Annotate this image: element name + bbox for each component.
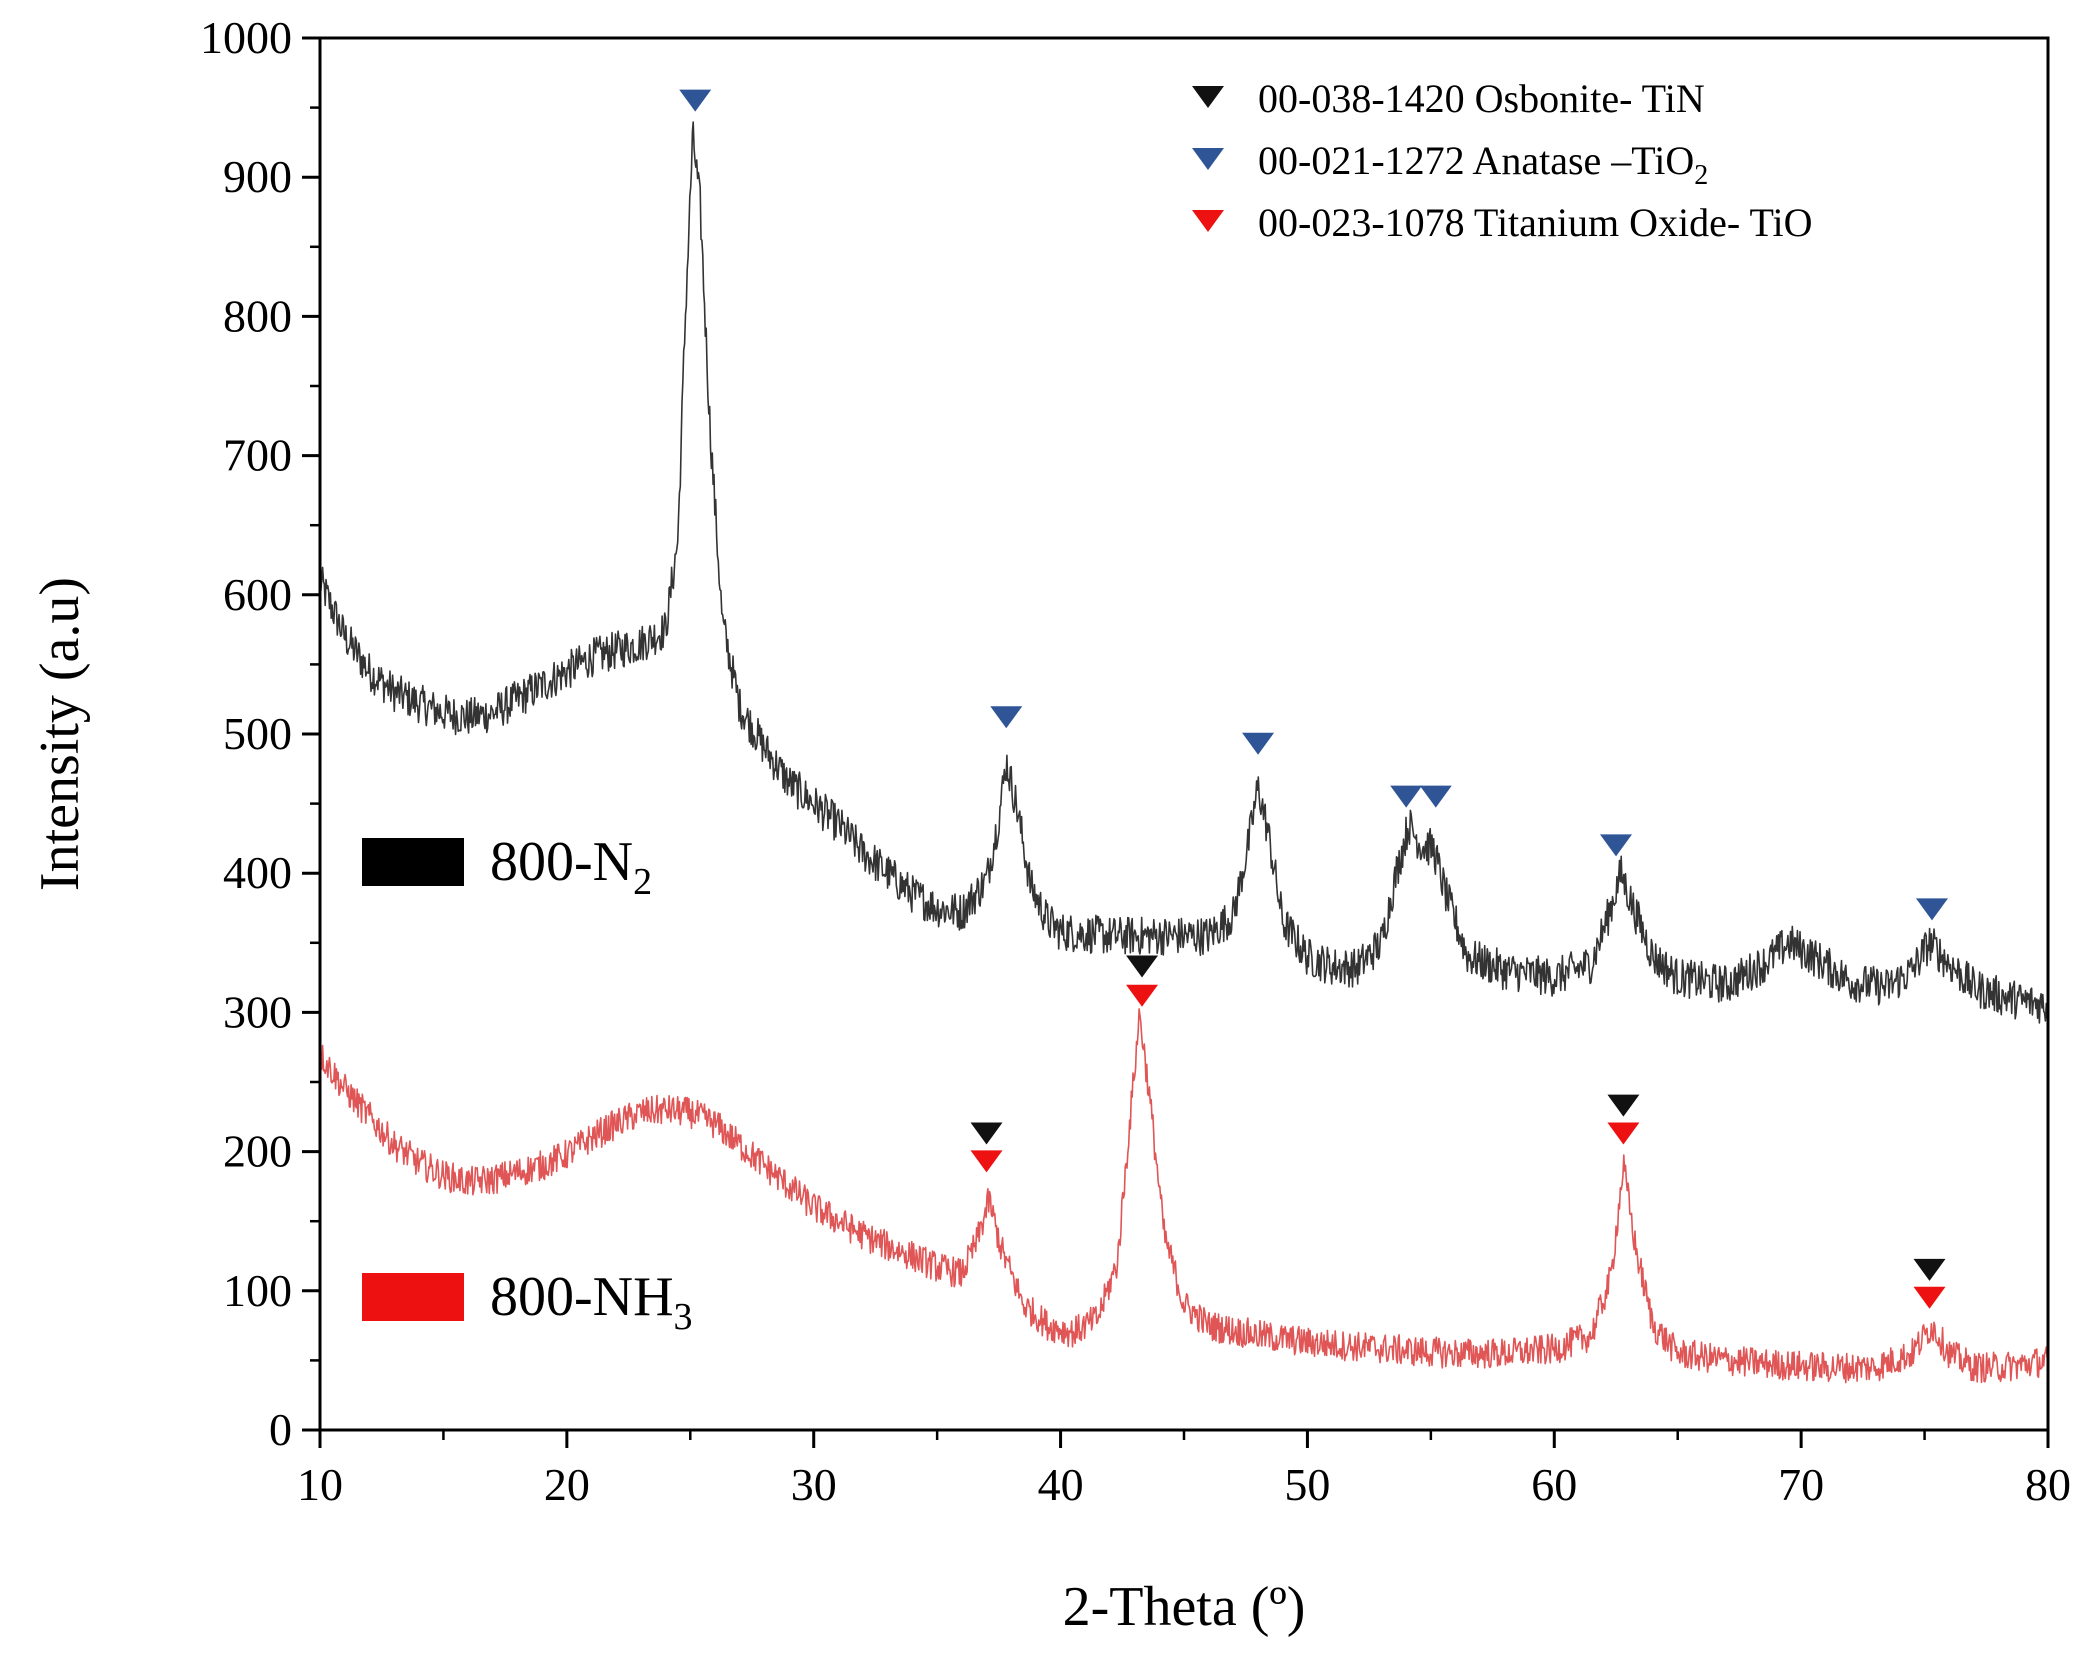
series-line-nh3 bbox=[320, 1008, 2048, 1384]
y-tick-label: 700 bbox=[223, 430, 292, 481]
peak-marker-n2-2 bbox=[1242, 732, 1275, 755]
peak-marker-nh3-5 bbox=[1607, 1122, 1640, 1145]
peak-marker-n2-0 bbox=[679, 89, 712, 112]
series-label-n2: 800-N2 bbox=[490, 831, 652, 903]
x-tick-label: 60 bbox=[1531, 1459, 1577, 1510]
peak-marker-n2-6 bbox=[1915, 898, 1948, 921]
y-tick-label: 1000 bbox=[200, 12, 292, 63]
x-tick-label: 10 bbox=[297, 1459, 343, 1510]
y-tick-label: 300 bbox=[223, 986, 292, 1037]
legend-subscript: 2 bbox=[1694, 160, 1708, 191]
y-tick-label: 200 bbox=[223, 1126, 292, 1177]
peak-marker-nh3-3 bbox=[1126, 984, 1159, 1007]
x-tick-label: 50 bbox=[1284, 1459, 1330, 1510]
series-label-subscript: 3 bbox=[674, 1296, 693, 1338]
x-tick-label: 80 bbox=[2025, 1459, 2071, 1510]
plot-frame bbox=[318, 36, 2050, 1432]
legend-marker-1 bbox=[1192, 148, 1224, 170]
legend: 00-038-1420 Osbonite- TiN 00-021-1272 Ana… bbox=[1192, 76, 1813, 245]
x-axis-title: 2-Theta (º) bbox=[1063, 1576, 1306, 1638]
series-labels: 800-N2 800-NH3 bbox=[362, 831, 693, 1338]
peak-marker-nh3-1 bbox=[970, 1150, 1003, 1173]
peak-marker-n2-5 bbox=[1600, 834, 1632, 857]
x-tick-label: 40 bbox=[1038, 1459, 1084, 1510]
x-tick-label: 20 bbox=[544, 1459, 590, 1510]
legend-entry-0: 00-038-1420 Osbonite- TiN bbox=[1258, 76, 1705, 121]
peak-marker-n2-3 bbox=[1390, 785, 1423, 808]
y-tick-label: 400 bbox=[223, 847, 292, 898]
axes: 0 100 200 300 400 500 600 700 800 900 1000 10 20 30 40… bbox=[29, 12, 2071, 1638]
legend-entry-2: 00-023-1078 Titanium Oxide- TiO bbox=[1258, 200, 1813, 245]
series-swatch-n2 bbox=[362, 838, 464, 886]
peak-marker-nh3-0 bbox=[970, 1122, 1003, 1145]
y-tick-label: 800 bbox=[223, 290, 292, 341]
y-tick-label: 500 bbox=[223, 708, 292, 759]
y-tick-label: 600 bbox=[223, 569, 292, 620]
peak-marker-nh3-2 bbox=[1126, 955, 1159, 978]
peak-marker-n2-4 bbox=[1419, 785, 1452, 808]
series-line-n2 bbox=[320, 121, 2048, 1024]
x-tick-label: 30 bbox=[791, 1459, 837, 1510]
legend-entry-1: 00-021-1272 Anatase –TiO2 bbox=[1258, 138, 1708, 191]
plot-area bbox=[320, 121, 2048, 1384]
series-label-subscript: 2 bbox=[633, 861, 652, 903]
y-tick-label: 900 bbox=[223, 151, 292, 202]
peak-markers bbox=[679, 89, 1948, 1309]
series-swatch-nh3 bbox=[362, 1273, 464, 1321]
legend-marker-0 bbox=[1192, 86, 1224, 108]
y-axis-title: Intensity (a.u) bbox=[29, 577, 91, 891]
peak-marker-nh3-6 bbox=[1913, 1258, 1946, 1281]
x-tick-label: 70 bbox=[1778, 1459, 1824, 1510]
legend-marker-2 bbox=[1192, 210, 1224, 232]
y-tick-label: 100 bbox=[223, 1265, 292, 1316]
y-tick-label: 0 bbox=[269, 1404, 292, 1455]
peak-marker-n2-1 bbox=[990, 706, 1023, 729]
series-label-nh3: 800-NH3 bbox=[490, 1266, 693, 1338]
peak-marker-nh3-4 bbox=[1607, 1094, 1640, 1117]
peak-marker-nh3-7 bbox=[1913, 1286, 1946, 1309]
